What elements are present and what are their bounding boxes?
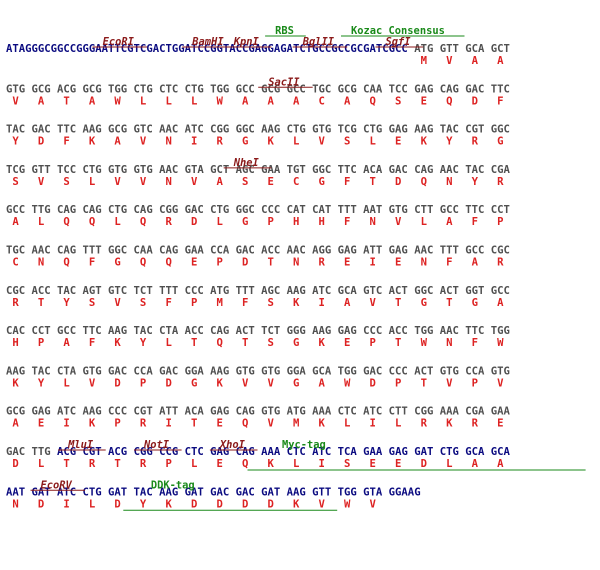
sequence-row: TGC AAC CAG TTT GGC CAA CAG GAA CCA GAC … [6,245,510,269]
amino-acid-translation: A L Q Q L Q R D L G P H H F N V L A F P [6,216,503,228]
dna-sequence: AAG TAC CTA GTG GAC CCA GAC GGA AAG GTG … [6,365,510,377]
vector-sequence: ACG CGT ACG CGG CCG CTC GAG CAG AAA CTC … [57,446,510,458]
dna-sequence: CAC CCT GCC TTC AAG TAC CTA ACC CAG ACT … [6,325,510,337]
dna-sequence: GCC TTG CAG CAG CTG CAG CGG GAC CTG GGC … [6,204,510,216]
dna-sequence: TCG GTT TCC CTG GTG GTG AAC GTA GCT AGC … [6,164,510,176]
dna-sequence: ATAGGGCGGCCGGGAATTCGTCGACTGGATCCGGTACCGA… [6,43,510,55]
amino-acid-translation: S V S L V V N V A S E C G F T D Q N Y R [6,176,504,188]
dna-sequence: GAC TTG ACG CGT ACG CGG CCG CTC GAG CAG … [6,446,510,458]
restriction-site-label: BamHI [191,36,224,48]
insert-sequence: GCC TTG CAG CAG CTG CAG CGG GAC CTG GGC … [6,204,510,216]
feature-label: Kozac Consensus [351,25,445,37]
sequence-row: GTG GCG ACG GCG TGG CTG CTC CTG TGG GCC … [6,76,510,107]
restriction-site-label: EcoRI [103,36,135,48]
insert-sequence: GTG GCG ACG GCG TGG CTG CTC CTG TGG GCC … [6,83,510,95]
restriction-site-label: KpnI [233,36,260,48]
insert-sequence: ATG GTT GCA GCT [408,43,510,55]
insert-sequence: GCG GAG ATC AAG CCC CGT ATT ACA GAG CAG … [6,406,510,418]
insert-sequence: TGC AAC CAG TTT GGC CAA CAG GAA CCA GAC … [6,245,510,257]
dna-sequence: CGC ACC TAC AGT GTC TCT TTT CCC ATG TTT … [6,285,510,297]
amino-acid-translation: R T Y S V S F P M F S K I A V T G T G A [6,297,504,309]
dna-sequence: TAC GAC TTC AAG GCG GTC AAC ATC CGG GGC … [6,124,510,136]
sequence-row: CAC CCT GCC TTC AAG TAC CTA ACC CAG ACT … [6,325,510,349]
insert-sequence: CAC CCT GCC TTC AAG TAC CTA ACC CAG ACT … [6,325,510,337]
restriction-site-label: NheI [233,157,260,169]
restriction-site-label: BglII [302,36,335,48]
dna-sequence: GCG GAG ATC AAG CCC CGT ATT ACA GAG CAG … [6,406,510,418]
restriction-site-label: SacII [268,76,300,88]
insert-sequence: CGC ACC TAC AGT GTC TCT TTT CCC ATG TTT … [6,285,510,297]
feature-label: RBS [275,25,294,37]
restriction-site-label: NotI [143,439,170,451]
sequence-row: GCG GAG ATC AAG CCC CGT ATT ACA GAG CAG … [6,406,510,430]
dna-sequence: TGC AAC CAG TTT GGC CAA CAG GAA CCA GAC … [6,245,510,257]
restriction-site-label: EcoRV [41,479,73,491]
amino-acid-translation: A E I K P R I T E Q V M K L I L R K R E [6,418,503,430]
amino-acid-translation: V A T A W L L L W A A A C A Q S E Q D F [6,95,503,107]
vector-sequence: ATAGGGCGGCCGGGAATTCGTCGACTGGATCCGGTACCGA… [6,43,408,55]
amino-acid-translation: C N Q F G Q Q E P D T N R E I E N F A R [6,257,504,269]
amino-acid-translation: M V A A [6,55,504,67]
sequence-row: GCC TTG CAG CAG CTG CAG CGG GAC CTG GGC … [6,204,510,228]
insert-sequence: TAC GAC TTC AAG GCG GTC AAC ATC CGG GGC … [6,124,510,136]
restriction-site-label: XhoI [219,439,246,451]
vector-sequence: AAT GAT ATC CTG GAT TAC AAG GAT GAC GAC … [6,486,421,498]
amino-acid-translation: N D I L D Y K D D D D K V W V [6,498,377,510]
restriction-site-label: SgfI [386,36,412,48]
restriction-site-label: MluI [67,439,94,451]
feature-label: Myc-tag [282,439,326,451]
amino-acid-translation: K Y L V D P D G K V V G A W D P T V P V [6,377,504,389]
amino-acid-translation: D L T R T R P L E Q K L I S E E D L A A [6,458,504,470]
amino-acid-translation: Y D F K A V N I R G K L V S L E K Y R G [6,136,503,148]
sequence-row: AAT GAT ATC CTG GAT TAC AAG GAT GAC GAC … [6,479,421,511]
insert-sequence: GAC TTG [6,446,57,458]
sequence-row: CGC ACC TAC AGT GTC TCT TTT CCC ATG TTT … [6,285,510,309]
sequence-row: TAC GAC TTC AAG GCG GTC AAC ATC CGG GGC … [6,124,510,148]
feature-label: DDK-tag [151,479,195,491]
sequence-row: TCG GTT TCC CTG GTG GTG AAC GTA GCT AGC … [6,157,510,188]
sequence-row: ATAGGGCGGCCGGGAATTCGTCGACTGGATCCGGTACCGA… [6,25,510,67]
amino-acid-translation: H P A F K Y L T Q T S G K E P T W N F W [6,337,504,349]
insert-sequence: AAG TAC CTA GTG GAC CCA GAC GGA AAG GTG … [6,365,510,377]
sequence-row: AAG TAC CTA GTG GAC CCA GAC GGA AAG GTG … [6,365,510,389]
insert-sequence: TCG GTT TCC CTG GTG GTG AAC GTA GCT AGC … [6,164,510,176]
dna-sequence: AAT GAT ATC CTG GAT TAC AAG GAT GAC GAC … [6,486,421,498]
dna-sequence: GTG GCG ACG GCG TGG CTG CTC CTG TGG GCC … [6,83,510,95]
sequence-row: GAC TTG ACG CGT ACG CGG CCG CTC GAG CAG … [6,439,586,471]
